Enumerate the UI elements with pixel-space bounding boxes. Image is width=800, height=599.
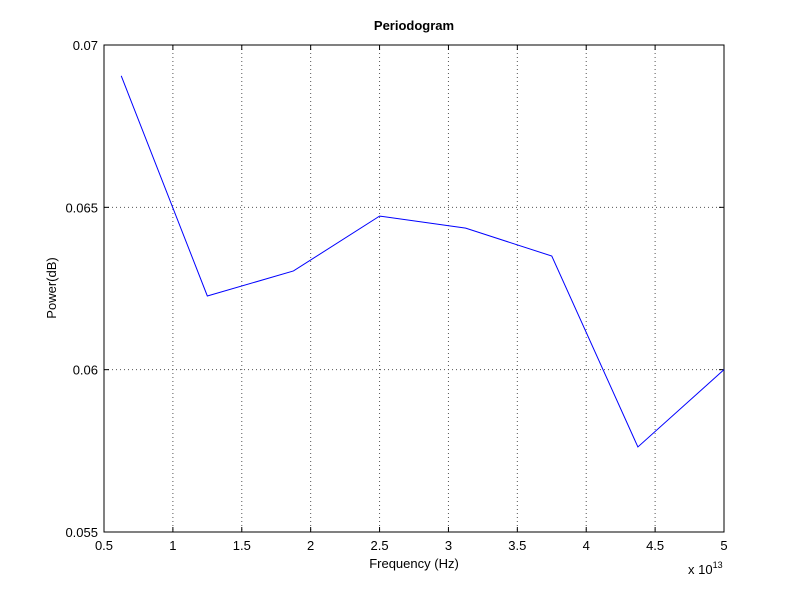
plot-area [104, 45, 724, 532]
x-tick-label: 2.5 [371, 538, 389, 553]
y-tick-label: 0.07 [73, 38, 98, 53]
axes-box [103, 44, 725, 533]
x-tick-label: 4 [583, 538, 590, 553]
x-tick-label: 5 [720, 538, 727, 553]
chart-title: Periodogram [374, 18, 454, 33]
x-tick-label: 3 [445, 538, 452, 553]
x-tick-label: 4.5 [646, 538, 664, 553]
x-tick-label: 1 [169, 538, 176, 553]
y-tick-label: 0.055 [65, 525, 98, 540]
x-tick-label: 3.5 [508, 538, 526, 553]
y-tick-label: 0.065 [65, 200, 98, 215]
x-multiplier-base: x 10 [688, 562, 713, 577]
x-tick-label: 1.5 [233, 538, 251, 553]
x-tick-label: 2 [307, 538, 314, 553]
y-tick-label: 0.06 [73, 363, 98, 378]
x-axis-label: Frequency (Hz) [369, 556, 459, 571]
data-line [120, 75, 725, 448]
x-multiplier-exponent: 13 [713, 560, 723, 570]
y-axis-label: Power(dB) [44, 257, 59, 318]
x-tick-label: 0.5 [95, 538, 113, 553]
x-multiplier: x 1013 [688, 560, 723, 577]
